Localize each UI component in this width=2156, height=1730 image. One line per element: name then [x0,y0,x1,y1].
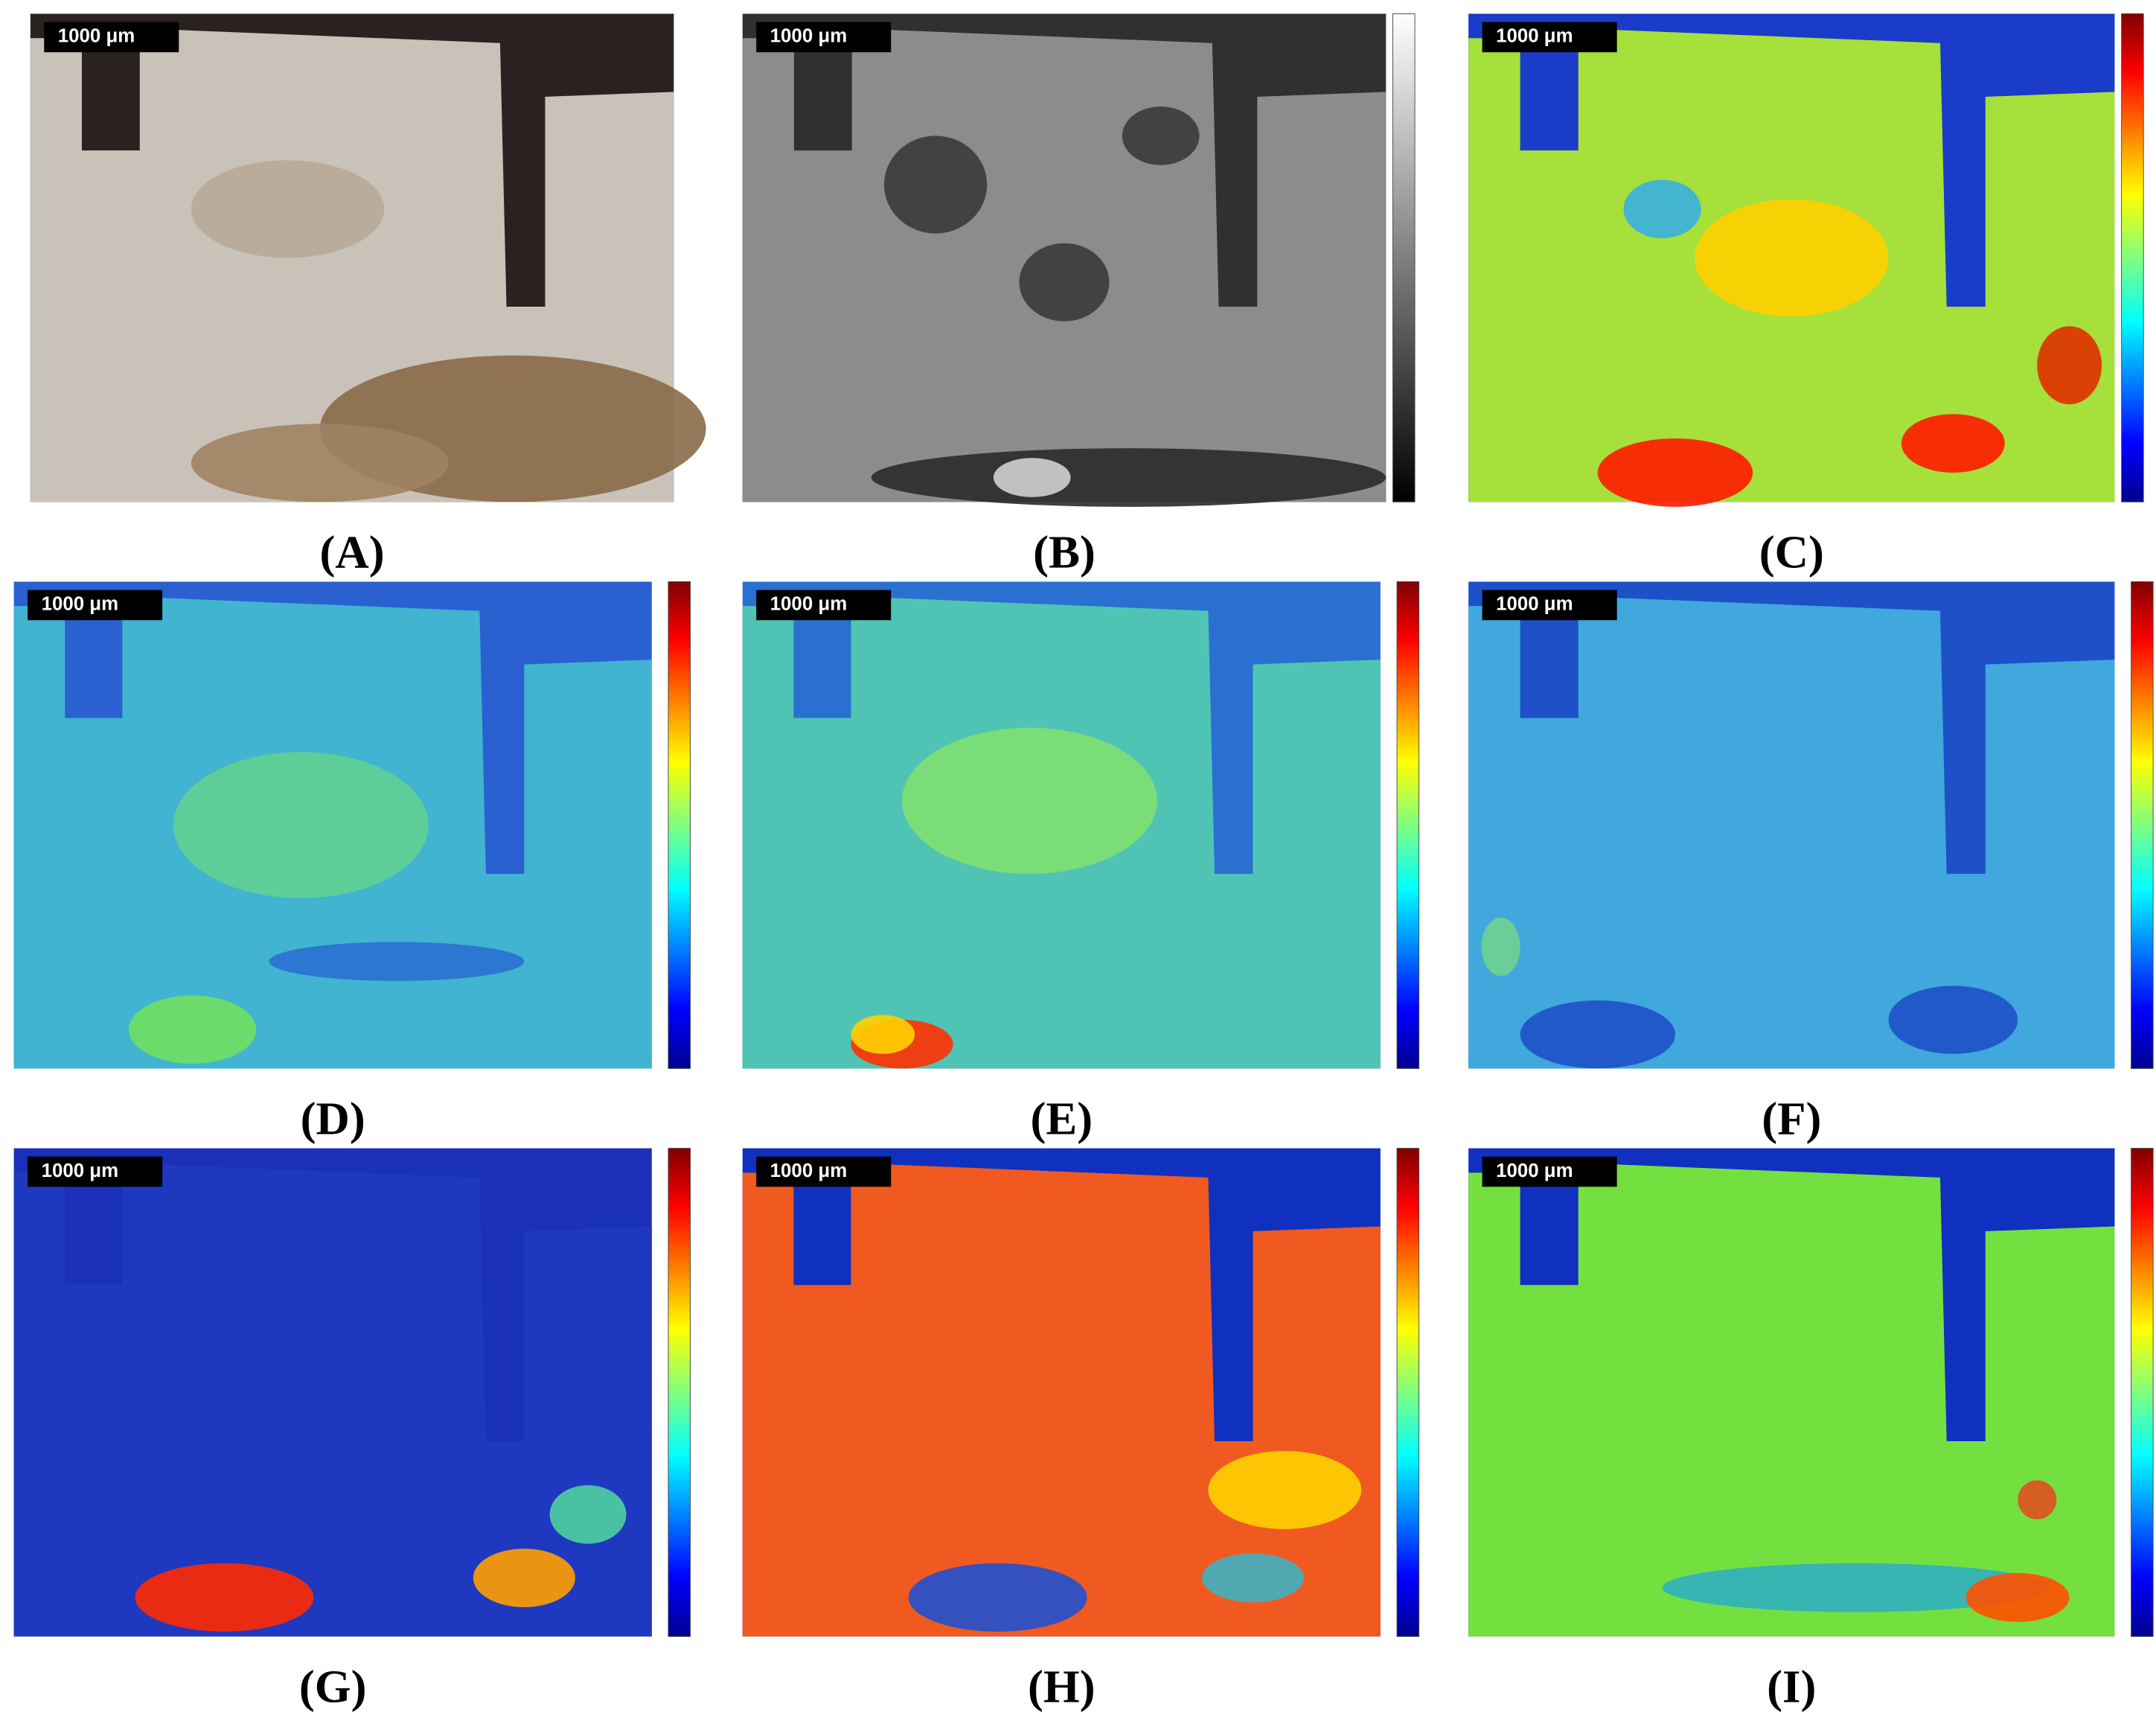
scale-bar-label: 1000 μm [1496,594,1573,615]
panel-label: (H) [1028,1661,1095,1713]
panel: 1000 μm (E) [742,581,1420,1145]
image-feature [1201,1553,1305,1603]
image-feature [191,160,385,258]
specimen [742,1163,1381,1637]
image-feature [1623,179,1701,239]
colorbar [668,581,691,1069]
image-feature [1888,986,2018,1054]
scale-bar-box [1482,1156,1617,1187]
scale-bar-label: 1000 μm [1496,1161,1573,1181]
image-feature [1965,1573,2070,1622]
image-feature [1662,1563,2050,1612]
image-feature [191,424,449,502]
image-feature [871,448,1386,507]
scale-bar-box [44,22,179,53]
image-feature [1481,917,1520,977]
colorbar [2121,13,2144,502]
colorbar [2131,1148,2154,1637]
scale-bar-box [1482,22,1617,53]
panel: 1000 μm (D) [13,581,691,1145]
image-feature [1122,106,1200,165]
scale-bar-box [28,1156,163,1187]
scale-bar-label: 1000 μm [770,594,848,615]
colorbar [1396,1148,1420,1637]
image-feature [902,727,1157,874]
panel: 1000 μm (A) [30,13,706,578]
image-feature [1520,1000,1676,1069]
image-feature [1019,243,1110,322]
colorbar [668,1148,691,1637]
scale-bar-label: 1000 μm [1496,26,1573,47]
scale-bar-box [756,22,892,53]
image-feature [135,1563,314,1632]
image-feature [993,458,1071,497]
panel: 1000 μm (F) [1468,581,2154,1145]
panel: 1000 μm (I) [1468,1148,2154,1713]
image-feature [473,1548,575,1608]
image-feature [883,135,988,234]
panel: 1000 μm (C) [1468,13,2144,578]
panel-label: (E) [1030,1093,1093,1145]
panel-label: (D) [301,1093,365,1145]
panel: 1000 μm (G) [13,1148,691,1713]
panel-label: (I) [1767,1661,1816,1713]
image-feature [1208,1451,1362,1530]
panel-label: (C) [1759,526,1824,578]
panel-label: (B) [1033,526,1095,578]
scale-bar-label: 1000 μm [42,594,119,615]
image-feature [173,752,429,898]
specimen [1468,1163,2115,1637]
scale-bar-label: 1000 μm [770,26,848,47]
scale-bar-box [756,590,892,621]
image-feature [128,995,257,1064]
panel: 1000 μm (H) [742,1148,1420,1713]
panel-label: (G) [299,1661,367,1713]
image-feature [549,1485,627,1544]
scale-bar-label: 1000 μm [42,1161,119,1181]
panel-label: (A) [319,526,384,578]
image-feature [2037,326,2102,405]
scale-bar-box [28,590,163,621]
panel-label: (F) [1762,1093,1821,1145]
image-feature [908,1563,1087,1632]
image-feature [1901,414,2005,473]
scale-bar-label: 1000 μm [58,26,135,47]
specimen [1468,596,2115,1069]
scale-bar-box [756,1156,892,1187]
specimen [13,1163,652,1637]
image-feature [851,1015,915,1054]
panel: 1000 μm (B) [742,13,1416,578]
scale-bar-box [1482,590,1617,621]
image-feature [1695,199,1889,317]
scale-bar-label: 1000 μm [770,1161,848,1181]
image-feature [269,942,525,981]
colorbar [1392,13,1416,502]
colorbar [2131,581,2154,1069]
colorbar [1396,581,1420,1069]
image-feature [2018,1480,2057,1519]
image-feature [1597,438,1753,507]
